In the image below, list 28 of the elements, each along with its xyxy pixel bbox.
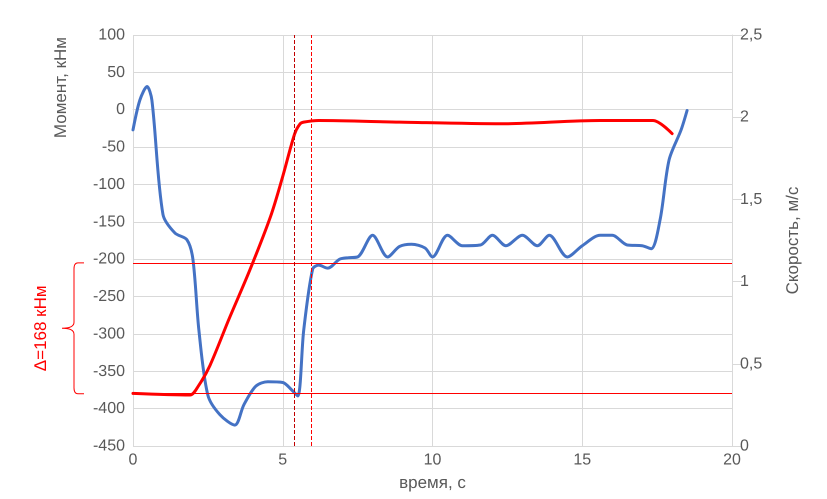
y-tick-label: -450: [92, 438, 126, 454]
y-tick-label: 0: [116, 101, 126, 118]
y-tick-label: -250: [92, 288, 126, 306]
x-axis-title: время, с: [399, 473, 466, 492]
y2-tick-label: 0,5: [740, 355, 762, 372]
text: Δ=168 кНм: [31, 285, 50, 372]
x-tick-label: 20: [723, 452, 741, 468]
line-series: [132, 85, 689, 427]
y2-tick-label: 2,5: [740, 26, 762, 44]
y-tick-label: 100: [98, 26, 126, 44]
y2-tick-label: 1: [740, 273, 749, 290]
y-tick-label: -100: [92, 176, 126, 193]
x-tick-label: 5: [278, 452, 288, 468]
y-tick-label: -400: [92, 400, 126, 418]
x-tick-label: 10: [424, 452, 442, 468]
y2-axis-title: Скорость, м/с: [783, 186, 802, 294]
y-tick-label: -50: [102, 138, 126, 156]
x-tick-label: 15: [573, 452, 592, 468]
y-tick-label: -350: [92, 362, 126, 380]
y-axis-title: Момент, кНм: [51, 37, 70, 138]
y-tick-label: -200: [92, 250, 126, 268]
x-tick-label: 0: [128, 452, 138, 468]
y-tick-label: 50: [107, 64, 126, 81]
y2-tick-label: 2: [740, 108, 749, 126]
y2-tick-label: 1,5: [740, 190, 762, 208]
y-tick-label: -300: [92, 325, 126, 342]
y2-tick-label: 0: [740, 438, 749, 454]
y-tick-label: -150: [92, 213, 126, 230]
